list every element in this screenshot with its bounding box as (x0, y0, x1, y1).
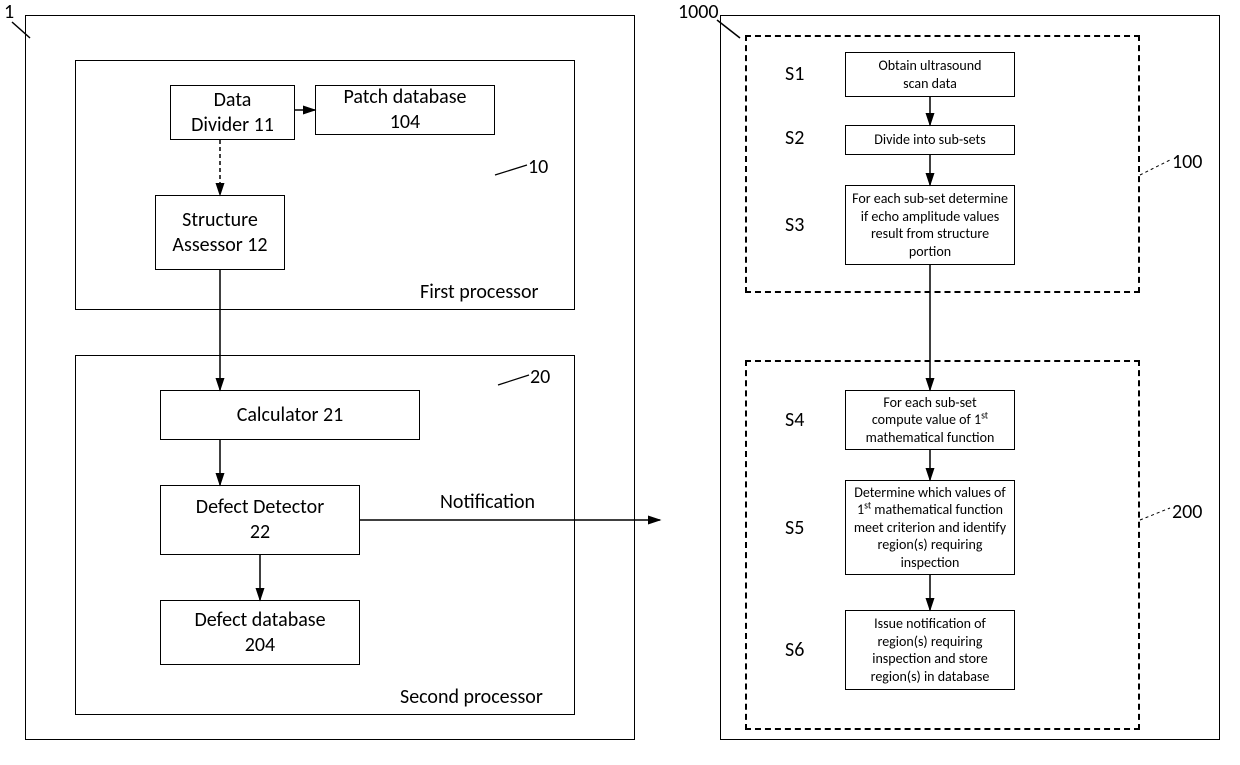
group-100-ref: 100 (1172, 150, 1202, 174)
group-200-ref: 200 (1172, 500, 1202, 524)
patch-database-box: Patch database 104 (315, 85, 495, 135)
data-divider-box: Data Divider 11 (170, 85, 295, 140)
structure-assessor-box: Structure Assessor 12 (155, 195, 285, 270)
first-processor-caption: First processor (420, 280, 539, 304)
s2-tag: S2 (785, 126, 804, 150)
defect-database-box: Defect database 204 (160, 600, 360, 665)
data-divider-text: Data Divider 11 (191, 88, 274, 138)
s5-text: Determine which values of1st mathematica… (854, 484, 1006, 572)
s3-tag: S3 (785, 213, 804, 237)
s4-text: For each sub-setcompute value of 1stmath… (866, 394, 995, 447)
second-processor-ref: 20 (530, 365, 550, 389)
s6-text: Issue notification of region(s) requirin… (871, 615, 990, 685)
s3-box: For each sub-set determine if echo ampli… (845, 185, 1015, 265)
s5-tag: S5 (785, 516, 804, 540)
defect-database-text: Defect database 204 (194, 608, 325, 658)
patch-database-text: Patch database 104 (343, 85, 466, 135)
defect-detector-text: Defect Detector 22 (196, 495, 324, 545)
s1-tag: S1 (785, 62, 804, 86)
s2-box: Divide into sub-sets (845, 125, 1015, 155)
s6-box: Issue notification of region(s) requirin… (845, 610, 1015, 690)
calculator-box: Calculator 21 (160, 390, 420, 440)
structure-assessor-text: Structure Assessor 12 (172, 208, 267, 258)
defect-detector-box: Defect Detector 22 (160, 485, 360, 555)
left-outer-label: 1 (4, 0, 14, 24)
right-outer-label: 1000 (678, 0, 719, 24)
s1-text: Obtain ultrasound scan data (878, 57, 981, 92)
s5-box: Determine which values of1st mathematica… (845, 480, 1015, 575)
s4-tag: S4 (785, 408, 804, 432)
first-processor-ref: 10 (528, 155, 548, 179)
notification-label: Notification (440, 490, 535, 514)
s2-text: Divide into sub-sets (874, 131, 985, 149)
s4-box: For each sub-setcompute value of 1stmath… (845, 390, 1015, 450)
s6-tag: S6 (785, 638, 804, 662)
calculator-text: Calculator 21 (237, 403, 344, 428)
s1-box: Obtain ultrasound scan data (845, 52, 1015, 97)
second-processor-caption: Second processor (400, 685, 543, 709)
s3-text: For each sub-set determine if echo ampli… (852, 190, 1008, 260)
